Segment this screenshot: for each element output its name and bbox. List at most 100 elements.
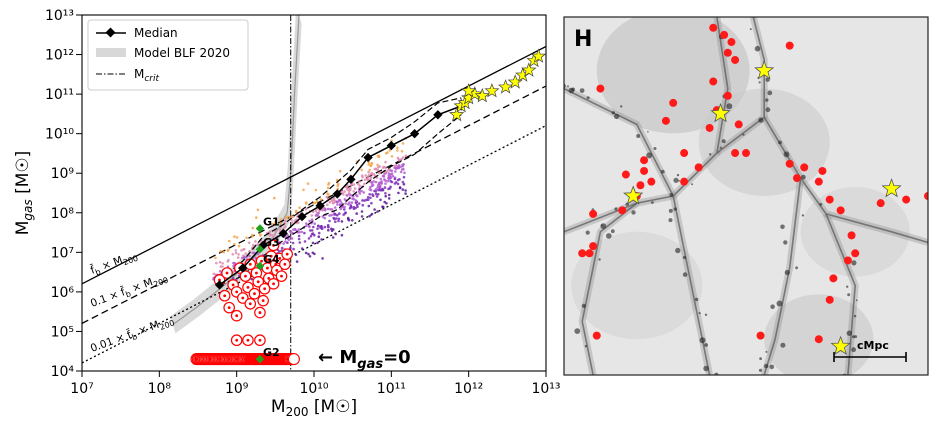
halo-point <box>294 253 298 257</box>
halo-point <box>304 202 308 205</box>
halo-point <box>363 182 366 186</box>
x-tick-label: 10⁹ <box>225 381 249 397</box>
halo-point <box>316 227 319 231</box>
halo-point <box>370 176 373 179</box>
halo-point <box>304 207 308 211</box>
map-halo <box>731 149 740 158</box>
halo-point <box>404 189 407 192</box>
halo-point <box>369 172 373 176</box>
filament <box>581 202 638 375</box>
halo-point <box>314 209 318 212</box>
halo-point <box>374 180 378 184</box>
halo-point <box>313 222 317 225</box>
y-tick-label: 10⁴ <box>51 364 75 380</box>
halo-point <box>242 254 245 257</box>
halo-point <box>384 182 387 185</box>
web-knot <box>600 223 607 230</box>
halo-point <box>362 191 366 194</box>
low-gas-halo-dot <box>278 257 282 260</box>
halo-point <box>256 252 260 256</box>
halo-point <box>361 203 365 207</box>
web-knot <box>613 113 620 120</box>
halo-point <box>330 208 334 211</box>
low-gas-halo-dot <box>266 266 269 270</box>
halo-point <box>319 198 323 201</box>
halo-point <box>384 179 387 182</box>
halo-point <box>401 164 405 168</box>
halo-point <box>309 234 313 238</box>
halo-point <box>384 171 387 174</box>
halo-point <box>360 210 364 213</box>
web-knot <box>742 133 745 136</box>
y-tick-label: 10¹⁰ <box>45 127 74 143</box>
web-knot <box>765 107 771 113</box>
halo-point <box>302 188 305 192</box>
halo-point <box>330 227 333 231</box>
scale-bar: cMpc <box>833 339 907 362</box>
map-halo <box>825 295 834 304</box>
halo-point <box>304 251 308 255</box>
map-halo <box>592 331 601 340</box>
halo-point <box>389 169 392 172</box>
halo-point <box>344 202 347 205</box>
halo-point <box>290 221 294 224</box>
web-knot <box>726 103 733 110</box>
low-gas-halo-dot <box>255 271 258 275</box>
median-point <box>409 128 420 139</box>
halo-point <box>293 219 297 223</box>
halo-point <box>328 219 331 223</box>
halo-point <box>370 201 373 205</box>
halo-point <box>352 190 356 193</box>
halo-point <box>375 176 379 180</box>
halo-point <box>241 256 244 260</box>
web-knot <box>564 83 566 89</box>
low-gas-halo-dot <box>269 254 273 258</box>
web-knot <box>598 258 601 261</box>
map-halo <box>847 231 856 240</box>
halo-point <box>338 198 342 202</box>
halo-point <box>389 180 393 183</box>
median-point <box>297 211 307 222</box>
halo-point <box>394 164 398 168</box>
halo-point <box>363 199 366 202</box>
halo-point <box>389 185 392 189</box>
halo-point <box>256 208 260 212</box>
low-gas-halo-dot <box>248 262 252 266</box>
halo-point <box>320 238 323 241</box>
halo-point <box>252 243 255 247</box>
halo-point <box>403 171 406 175</box>
web-knot <box>584 345 588 348</box>
halo-point <box>369 188 373 192</box>
web-knot <box>764 363 769 369</box>
halo-point <box>384 194 388 198</box>
map-halo <box>709 77 718 86</box>
halo-point <box>274 220 277 223</box>
halo-point <box>354 199 358 202</box>
halo-point <box>330 199 334 203</box>
halo-point <box>340 233 344 237</box>
halo-point <box>379 182 383 185</box>
empty-halo-dot <box>285 357 289 361</box>
halo-point <box>305 222 308 225</box>
web-knot <box>647 131 649 133</box>
map-halo <box>818 166 827 175</box>
web-knot <box>669 193 674 197</box>
halo-point <box>340 220 344 223</box>
web-knot <box>678 180 680 182</box>
web-knot <box>606 233 612 239</box>
halo-point <box>402 168 405 171</box>
halo-point <box>380 188 384 192</box>
halo-point <box>352 205 356 209</box>
web-knot <box>846 285 849 288</box>
y-tick-label: 10⁹ <box>51 166 75 182</box>
halo-point <box>376 168 380 172</box>
halo-point <box>327 228 330 232</box>
map-halo <box>680 177 689 186</box>
web-knot <box>653 147 657 150</box>
low-gas-halo-dot <box>258 311 262 314</box>
map-star <box>830 335 851 355</box>
x-tick-label: 10¹⁰ <box>299 381 328 397</box>
halo-point <box>378 185 382 189</box>
halo-point <box>343 208 346 211</box>
